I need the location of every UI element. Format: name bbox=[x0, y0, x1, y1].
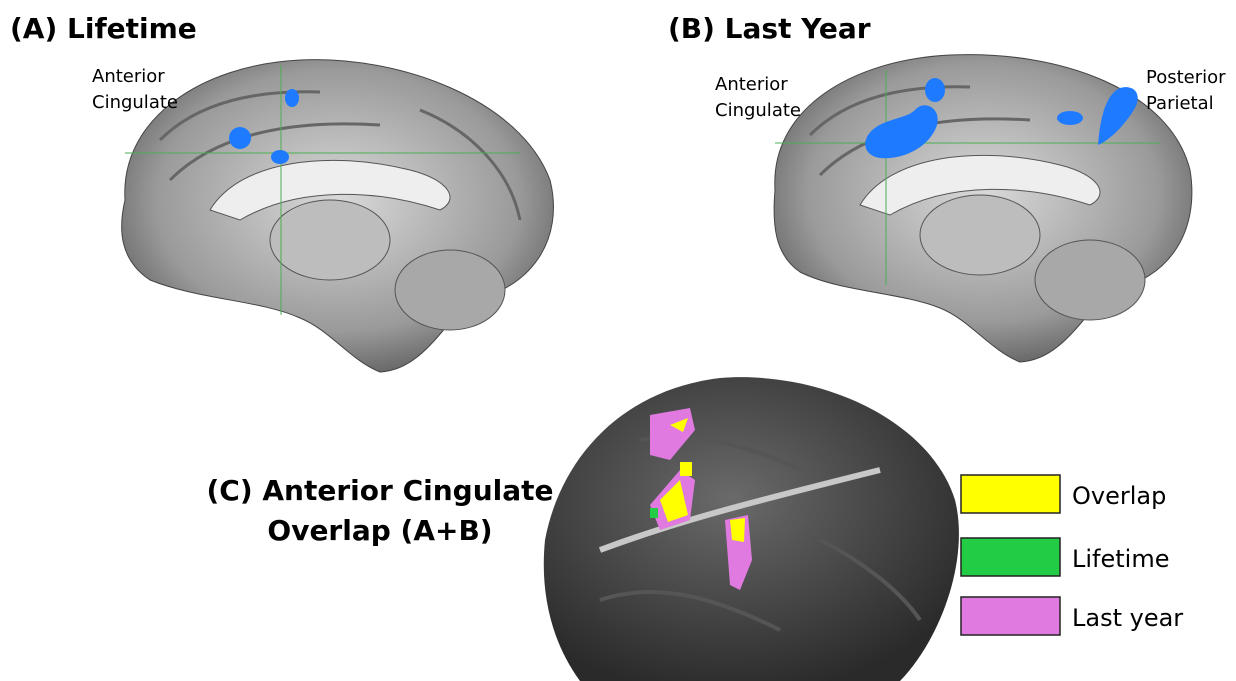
region-label: Posterior bbox=[1146, 67, 1226, 88]
panel-title: (C) Anterior Cingulate bbox=[207, 474, 554, 507]
legend-swatch bbox=[961, 538, 1060, 576]
legend-label: Overlap bbox=[1072, 482, 1166, 510]
brain-a bbox=[122, 60, 554, 372]
legend-swatch bbox=[961, 475, 1060, 513]
region-label: Anterior bbox=[92, 66, 165, 87]
region-label: Cingulate bbox=[715, 100, 801, 121]
region-label: Cingulate bbox=[92, 92, 178, 113]
region-label: Anterior bbox=[715, 74, 788, 95]
brain-b bbox=[774, 55, 1192, 362]
panel-title: (B) Last Year bbox=[668, 12, 871, 45]
figure: (A) Lifetime (B) Last Year Anterior Cingula… bbox=[0, 0, 1236, 681]
brain-c bbox=[544, 377, 959, 681]
panel-title: Overlap (A+B) bbox=[267, 514, 492, 547]
region-label: Parietal bbox=[1146, 93, 1214, 114]
legend-swatch bbox=[961, 597, 1060, 635]
panel-title: (A) Lifetime bbox=[10, 12, 197, 45]
legend-label: Last year bbox=[1072, 604, 1183, 632]
legend-label: Lifetime bbox=[1072, 545, 1169, 573]
